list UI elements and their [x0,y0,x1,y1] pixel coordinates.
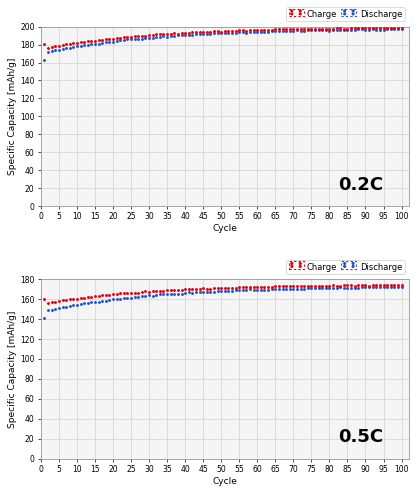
Text: 0.5C: 0.5C [339,428,383,446]
Y-axis label: Specific Capacity [mAh/g]: Specific Capacity [mAh/g] [8,58,17,175]
X-axis label: Cycle: Cycle [212,477,237,486]
Legend: Charge, Discharge: Charge, Discharge [286,260,405,274]
Y-axis label: Specific Capacity [mAh/g]: Specific Capacity [mAh/g] [8,310,17,428]
X-axis label: Cycle: Cycle [212,224,237,233]
Legend: Charge, Discharge: Charge, Discharge [286,7,405,21]
Text: 0.2C: 0.2C [339,175,383,194]
